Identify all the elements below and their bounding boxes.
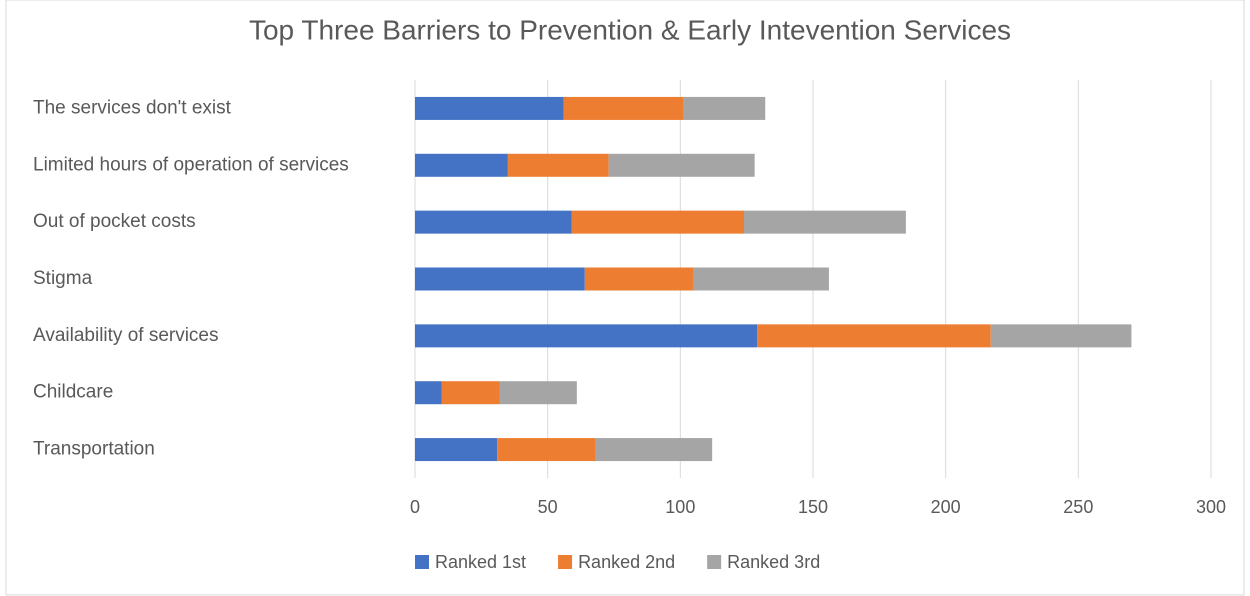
bar-segment	[563, 96, 683, 120]
bar-segment	[990, 324, 1132, 348]
bar-segment	[415, 153, 508, 177]
bar-segment	[415, 381, 442, 405]
y-tick-label: Out of pocket costs	[33, 211, 196, 232]
legend-swatch	[707, 555, 722, 569]
y-tick-label: Limited hours of operation of services	[33, 154, 349, 175]
bar-segment	[415, 438, 498, 462]
y-tick-label: Childcare	[33, 382, 113, 403]
bar-segment	[584, 267, 694, 291]
legend-label: Ranked 1st	[435, 552, 526, 572]
bar-segment	[415, 267, 585, 291]
x-tick-label: 200	[931, 497, 961, 517]
legend-swatch	[415, 555, 429, 569]
x-tick-label: 0	[410, 497, 420, 517]
x-tick-label: 300	[1196, 497, 1226, 517]
bar-segment	[415, 210, 572, 234]
bar-segment	[608, 153, 755, 177]
chart-frame	[5, 0, 1245, 596]
chart-title: Top Three Barriers to Prevention & Early…	[249, 14, 1011, 45]
bar-segment	[682, 96, 766, 120]
bar-segment	[571, 210, 745, 234]
bar-segment	[507, 153, 609, 177]
x-tick-label: 50	[538, 497, 558, 517]
bar-segment	[441, 381, 500, 405]
bar-segment	[415, 324, 758, 348]
y-tick-label: Stigma	[33, 268, 93, 289]
legend-swatch	[558, 555, 573, 569]
y-tick-label: Transportation	[33, 439, 155, 460]
x-tick-label: 150	[798, 497, 828, 517]
legend-label: Ranked 2nd	[578, 552, 675, 572]
x-tick-label: 250	[1063, 497, 1093, 517]
bar-segment	[499, 381, 577, 405]
bar-segment	[497, 438, 596, 462]
bar-segment	[595, 438, 713, 462]
legend-label: Ranked 3rd	[727, 552, 820, 572]
bar-segment	[744, 210, 906, 234]
bar-segment	[693, 267, 829, 291]
y-tick-label: Availability of services	[33, 325, 219, 346]
bar-segment	[757, 324, 991, 348]
y-tick-label: The services don't exist	[33, 97, 232, 118]
bar-segment	[415, 96, 564, 120]
x-tick-label: 100	[665, 497, 695, 517]
